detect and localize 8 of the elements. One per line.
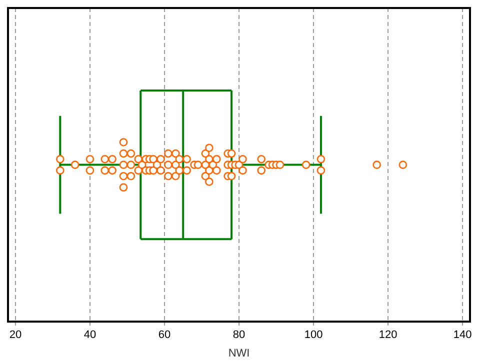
x-tick-label: 140 xyxy=(453,329,472,342)
x-tick-label: 80 xyxy=(232,329,246,342)
x-tick-label: 100 xyxy=(304,329,323,342)
x-tick-label: 40 xyxy=(84,329,96,342)
x-tick-label: 60 xyxy=(158,329,171,342)
x-tick-label: 20 xyxy=(9,329,22,342)
x-tick-label: 120 xyxy=(378,329,398,342)
x-axis-title: NWI xyxy=(228,347,250,360)
